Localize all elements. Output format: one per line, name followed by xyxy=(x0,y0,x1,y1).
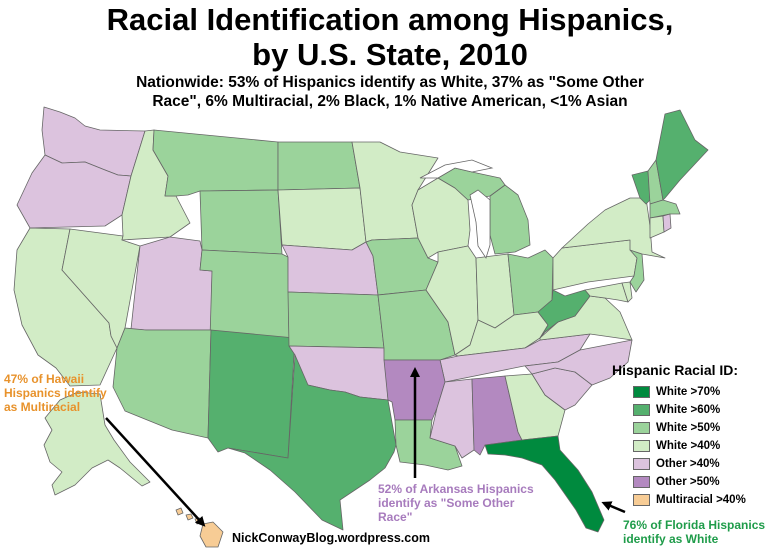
state-colorado xyxy=(199,249,290,343)
legend-swatch xyxy=(633,476,650,488)
arkansas-annotation-line-1: 52% of Arkansas Hispanics xyxy=(378,482,534,496)
lake-superior xyxy=(419,159,494,179)
state-louisiana xyxy=(394,419,463,471)
legend-item: White >70% xyxy=(612,383,778,401)
legend-item: White >50% xyxy=(612,419,778,437)
state-tennessee xyxy=(439,333,591,383)
hawaii-annotation-line-2: Hispanics identify xyxy=(4,386,107,400)
title-line-1: Racial Identification among Hispanics, xyxy=(106,2,674,37)
map-title: Racial Identification among Hispanics, b… xyxy=(0,2,780,72)
state-delaware xyxy=(621,281,633,303)
legend-swatch xyxy=(633,440,650,452)
florida-annotation-line-1: 76% of Florida Hispanics xyxy=(623,518,766,532)
state-north-carolina xyxy=(524,339,633,386)
legend-swatch xyxy=(633,404,650,416)
state-kansas xyxy=(287,291,385,349)
arkansas-annotation-line-3: Race" xyxy=(378,510,413,524)
state-north-dakota xyxy=(277,141,361,191)
florida-arrow xyxy=(601,501,626,514)
legend-swatch xyxy=(633,494,650,506)
legend-label: White >50% xyxy=(656,422,721,434)
state-new-mexico xyxy=(207,329,296,459)
state-west-virginia xyxy=(537,289,591,339)
hawaii-annotation: 47% of Hawaii Hispanics identify as Mult… xyxy=(4,372,144,414)
state-nebraska xyxy=(281,241,379,296)
state-hawaii xyxy=(175,507,224,548)
state-wisconsin xyxy=(411,177,471,259)
hawaii-annotation-line-3: as Multiracial xyxy=(4,400,81,414)
legend-item: Other >50% xyxy=(612,473,778,491)
state-indiana xyxy=(475,253,515,329)
florida-annotation: 76% of Florida Hispanics identify as Whi… xyxy=(623,518,780,546)
state-alaska xyxy=(43,391,151,496)
legend-item: White >60% xyxy=(612,401,778,419)
state-south-dakota xyxy=(277,187,367,251)
legend-label: Multiracial >40% xyxy=(656,494,746,506)
map-subtitle: Nationwide: 53% of Hispanics identify as… xyxy=(0,73,780,111)
state-texas xyxy=(227,354,397,531)
state-wyoming xyxy=(199,189,283,255)
legend-swatch xyxy=(633,458,650,470)
credit-text: NickConwayBlog.wordpress.com xyxy=(232,531,430,545)
legend-swatch xyxy=(633,422,650,434)
state-new-york xyxy=(561,197,666,259)
state-montana xyxy=(152,129,279,197)
legend-label: Other >40% xyxy=(656,458,720,470)
florida-annotation-line-2: identify as White xyxy=(623,532,719,546)
legend-label: White >70% xyxy=(656,386,721,398)
subtitle-line-1: Nationwide: 53% of Hispanics identify as… xyxy=(136,74,644,91)
title-line-2: by U.S. State, 2010 xyxy=(252,37,528,72)
state-utah xyxy=(130,236,213,331)
hawaii-annotation-line-1: 47% of Hawaii xyxy=(4,372,85,386)
subtitle-line-2: Race", 6% Multiracial, 2% Black, 1% Nati… xyxy=(152,93,628,110)
legend-item: Multiracial >40% xyxy=(612,491,778,509)
hawaii-arrow xyxy=(105,417,206,527)
arkansas-annotation: 52% of Arkansas Hispanics identify as "S… xyxy=(378,482,578,524)
state-maine xyxy=(655,109,709,201)
legend-label: White >60% xyxy=(656,404,721,416)
legend-item: Other >40% xyxy=(612,455,778,473)
state-florida xyxy=(484,435,605,533)
state-connecticut xyxy=(649,215,665,239)
legend-item: White >40% xyxy=(612,437,778,455)
legend-label: White >40% xyxy=(656,440,721,452)
state-new-jersey xyxy=(629,249,645,293)
legend-label: Other >50% xyxy=(656,476,720,488)
legend-swatch xyxy=(633,386,650,398)
state-rhode-island xyxy=(662,213,672,233)
lake-michigan xyxy=(469,189,491,259)
legend: Hispanic Racial ID: White >70% White >60… xyxy=(612,361,778,509)
state-arizona xyxy=(112,327,212,439)
state-michigan-lp xyxy=(489,184,531,255)
arkansas-annotation-line-2: identify as "Some Other xyxy=(378,496,515,510)
legend-title: Hispanic Racial ID: xyxy=(612,362,739,378)
state-vermont xyxy=(631,170,651,205)
